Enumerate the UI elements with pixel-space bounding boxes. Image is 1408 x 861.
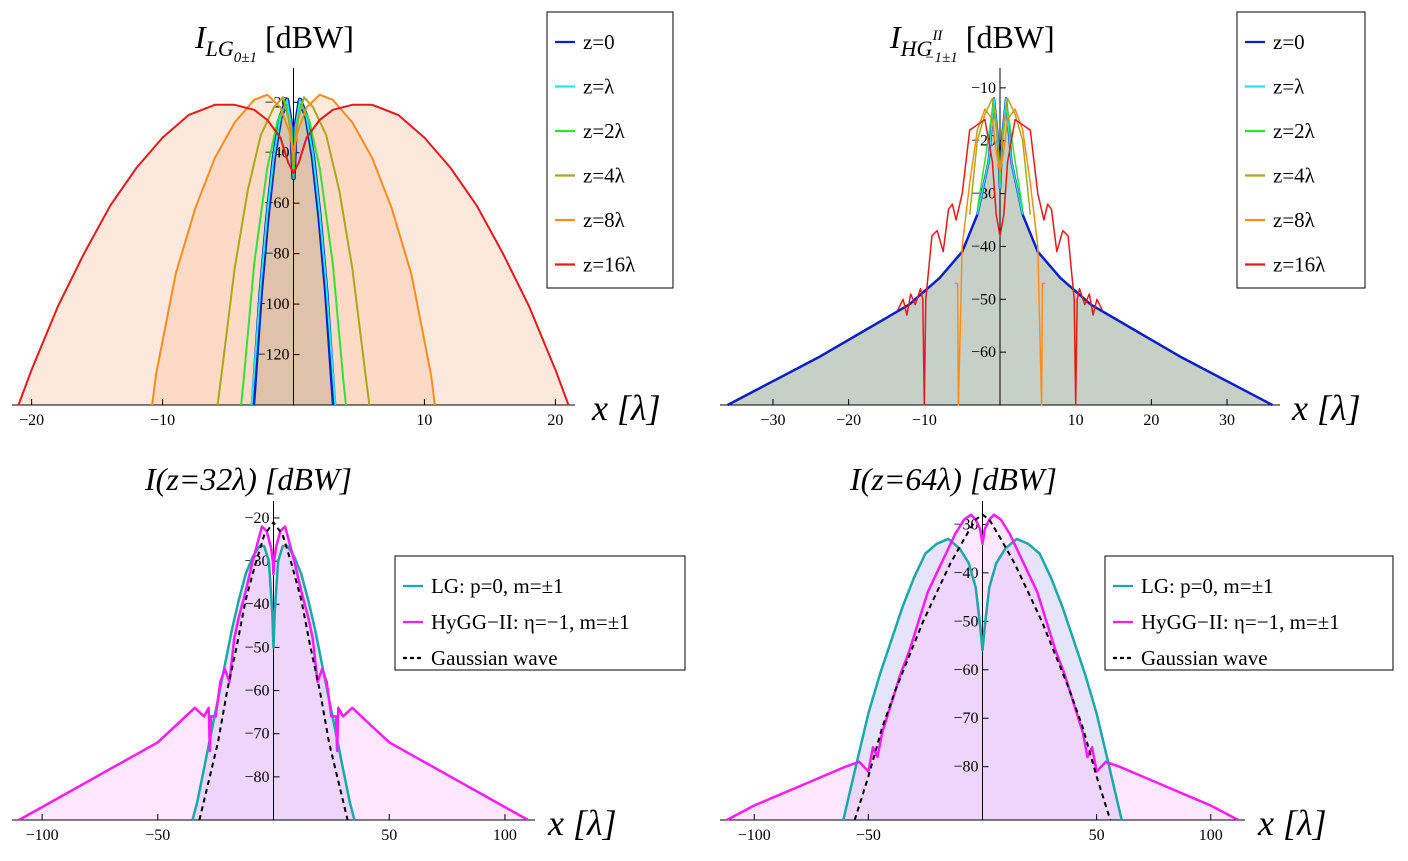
legend-label: LG: p=0, m=±1 [431, 574, 564, 598]
x-tick-label: 20 [1143, 412, 1159, 429]
x-tick-label: 10 [416, 412, 432, 429]
y-tick-label: −60 [953, 662, 978, 679]
x-tick-label: −20 [836, 412, 861, 429]
series-line-z=4λ [216, 96, 371, 406]
legend-label: z=0 [1273, 30, 1305, 54]
series-line-z=2λ [976, 102, 1024, 210]
y-tick-label: −40 [953, 565, 978, 582]
chart-title: IHGII −1±1 [dBW] [889, 19, 1055, 66]
legend-box [1104, 555, 1394, 671]
legend-label: z=16λ [583, 253, 636, 277]
y-tick-label: −60 [971, 344, 996, 361]
x-tick-label: 100 [493, 827, 517, 844]
series-line-LG: p=0, m=±1 [842, 537, 1123, 821]
legend: LG: p=0, m=±1 HyGG−II: η=−1, m=±1 Gaussian… [394, 555, 686, 671]
y-tick-label: −50 [971, 291, 996, 308]
x-tick-label: 50 [1089, 827, 1105, 844]
legend-label: z=0 [583, 30, 615, 54]
chart-title: ILG0±1 [dBW] [194, 19, 354, 66]
x-tick-label: −10 [150, 412, 175, 429]
legend-label: z=4λ [583, 164, 626, 188]
legend-box [1236, 11, 1366, 289]
y-tick-label: −20 [244, 510, 269, 527]
legend: z=0 z=λ z=2λ z=4λ z=8λ z=16λ [546, 11, 674, 289]
x-tick-label: 30 [1219, 412, 1235, 429]
x-tick-label: −50 [856, 827, 881, 844]
legend-box [546, 11, 674, 289]
x-axis-label: x [λ] [547, 803, 617, 843]
x-tick-label: 100 [1199, 827, 1223, 844]
x-tick-label: 50 [381, 827, 397, 844]
series-line-z=8λ [954, 108, 1046, 406]
series-line-Gaussian wave [198, 521, 349, 821]
series-line-z=8λ [151, 93, 436, 406]
y-tick-label: −40 [244, 596, 269, 613]
legend-box [394, 555, 686, 671]
chart-title: I(z=64λ) [dBW] [849, 461, 1057, 497]
x-tick-label: −30 [760, 412, 785, 429]
legend-label: Gaussian wave [1141, 646, 1268, 670]
y-tick-label: −70 [244, 726, 269, 743]
y-tick-label: −30 [971, 186, 996, 203]
y-tick-label: −10 [971, 80, 996, 97]
legend-label: z=16λ [1273, 253, 1326, 277]
series-line-HyGG−II: η=−1, m=±1 [18, 525, 529, 822]
series-line-z=λ [976, 97, 1024, 215]
series-line-z=16λ [17, 103, 570, 406]
chart-p3: −100 −50 50 100−20−30−40−50−60−70−80I(z=32λ… [12, 461, 686, 844]
y-tick-label: −100 [256, 296, 289, 313]
series-line-z=2λ [240, 103, 347, 406]
legend-label: LG: p=0, m=±1 [1141, 574, 1274, 598]
y-tick-label: −70 [953, 710, 978, 727]
legend: LG: p=0, m=±1 HyGG−II: η=−1, m=±1 Gaussian… [1104, 555, 1394, 671]
legend-label: z=8λ [583, 208, 626, 232]
series-line-HyGG−II: η=−1, m=±1 [726, 513, 1239, 822]
y-tick-label: −50 [244, 639, 269, 656]
series-line-Gaussian wave [853, 513, 1112, 821]
x-tick-label: −20 [19, 412, 44, 429]
x-tick-label: 20 [547, 412, 563, 429]
x-axis-label: x [λ] [1291, 388, 1361, 428]
y-tick-label: −80 [953, 759, 978, 776]
legend-label: z=8λ [1273, 208, 1316, 232]
x-tick-label: −10 [912, 412, 937, 429]
legend: z=0 z=λ z=2λ z=4λ z=8λ z=16λ [1236, 11, 1366, 289]
legend-label: z=4λ [1273, 164, 1316, 188]
x-tick-label: 10 [1068, 412, 1084, 429]
y-tick-label: −40 [971, 238, 996, 255]
legend-label: z=2λ [583, 119, 626, 143]
x-tick-label: −100 [738, 827, 771, 844]
x-tick-label: −100 [26, 827, 59, 844]
y-tick-label: −30 [953, 516, 978, 533]
y-tick-label: −80 [244, 769, 269, 786]
x-tick-label: −50 [145, 827, 170, 844]
legend-label: z=2λ [1273, 119, 1316, 143]
legend-label: z=λ [583, 75, 615, 99]
legend-label: HyGG−II: η=−1, m=±1 [1141, 610, 1340, 634]
legend-label: Gaussian wave [431, 646, 558, 670]
x-axis-label: x [λ] [1257, 803, 1327, 843]
y-tick-label: −60 [244, 683, 269, 700]
chart-p4: −100 −50 50 100 −30 −40 −50 −60 −70 −80 I(z=64λ) [… [720, 461, 1394, 844]
series-line-z=16λ [897, 118, 1103, 406]
legend-label: z=λ [1273, 75, 1305, 99]
y-tick-label: −50 [953, 613, 978, 630]
x-axis-label: x [λ] [591, 388, 661, 428]
y-tick-label: −120 [256, 347, 289, 364]
legend-label: HyGG−II: η=−1, m=±1 [431, 610, 630, 634]
y-tick-label: −80 [264, 246, 289, 263]
chart-title: I(z=32λ) [dBW] [144, 461, 352, 497]
